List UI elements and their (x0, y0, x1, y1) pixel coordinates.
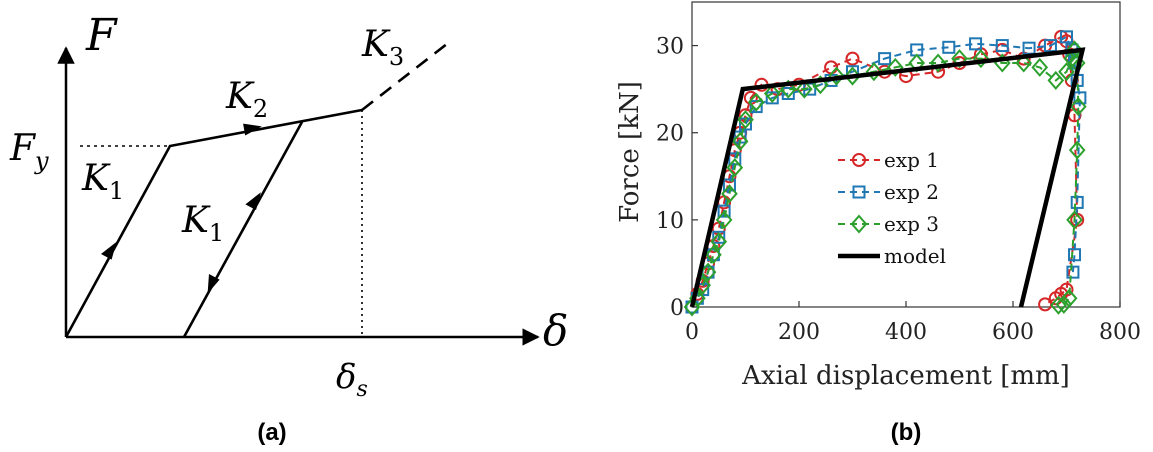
data-point (1068, 140, 1086, 160)
data-point (1047, 70, 1065, 90)
data-point (796, 79, 813, 99)
x-tick-label: 0 (685, 320, 699, 345)
stiffness-label-k2: K2 (225, 76, 268, 123)
legend-entry: model (838, 244, 946, 268)
data-point (942, 40, 956, 54)
arrow-down-unload (207, 274, 220, 294)
data-point (705, 245, 722, 265)
data-point (828, 66, 845, 86)
data-point (969, 37, 983, 51)
y-tick-label: 0 (670, 296, 684, 321)
data-point (706, 248, 720, 262)
arrow-up-k1 (101, 241, 117, 260)
panel-a-diagram: F δ Fy K1 K2 K3 K1 δs (9, 10, 568, 446)
y-tick-label: 30 (656, 35, 684, 60)
delta-s-label: δs (336, 357, 368, 402)
data-point (1068, 248, 1082, 262)
data-point (1055, 294, 1073, 314)
y-tick-label: 10 (656, 209, 684, 234)
panel-b-chart: 0 200 400 600 800 0 10 20 30 exp 1 exp 2 exp 3 mode… (615, 1, 1141, 446)
x-tick-label: 600 (992, 320, 1034, 345)
hardening-curve-dashed (361, 38, 453, 112)
data-point (737, 110, 754, 130)
data-point (1073, 91, 1087, 105)
legend-entry: exp 2 (838, 180, 939, 204)
x-tick-label: 400 (885, 320, 927, 345)
loading-curve (64, 108, 363, 338)
data-point (1043, 39, 1057, 53)
data-point (765, 91, 779, 105)
x-tick-label: 800 (1099, 320, 1141, 345)
stiffness-label-k1-reload: K1 (181, 200, 224, 247)
data-point (1022, 41, 1036, 55)
data-point (721, 184, 738, 204)
series-line (689, 47, 1086, 308)
data-point (731, 131, 749, 151)
data-point (1050, 295, 1067, 315)
data-point (1031, 57, 1049, 77)
stiffness-label-k3: K3 (361, 24, 404, 71)
panel-b-label: (b) (891, 419, 922, 446)
data-point (781, 87, 795, 100)
data-point (699, 262, 717, 282)
legend-entry: exp 1 (838, 148, 939, 172)
data-point (715, 210, 733, 230)
data-point (865, 62, 883, 82)
legend-marker (850, 214, 868, 234)
data-point (878, 52, 892, 66)
data-point (1060, 30, 1073, 44)
data-point (886, 57, 904, 77)
legend-marker (852, 185, 866, 199)
panel-a-x-axis-symbol: δ (543, 306, 568, 355)
panel-a-label: (a) (257, 419, 286, 446)
data-point (845, 51, 860, 66)
data-point (763, 83, 781, 104)
legend-marker (852, 153, 866, 167)
legend-label: model (884, 244, 946, 268)
panel-a-y-axis-symbol: F (85, 10, 118, 61)
data-point (995, 39, 1009, 53)
legend-label: exp 3 (884, 212, 939, 236)
data-point (1069, 97, 1087, 117)
data-point (726, 158, 744, 178)
series-model (689, 47, 1086, 308)
data-point (844, 66, 861, 86)
data-point (1066, 210, 1083, 230)
unload-reload-line (182, 121, 304, 338)
data-point (1066, 265, 1080, 279)
y-tick-label: 20 (656, 122, 684, 147)
x-tick-label: 200 (778, 320, 820, 345)
y-axis-label: Force [kN] (615, 81, 645, 223)
data-point (747, 92, 765, 112)
data-point (712, 230, 726, 244)
data-point (710, 232, 728, 252)
data-point (1058, 62, 1075, 82)
x-axis-label: Axial displacement [mm] (741, 361, 1070, 391)
legend-label: exp 2 (884, 180, 939, 204)
arrow-up-reload (245, 192, 261, 210)
series-exp-3 (683, 40, 1087, 317)
data-point (1070, 195, 1084, 209)
yield-force-label: Fy (9, 128, 49, 175)
legend-label: exp 1 (884, 148, 939, 172)
legend-entry: exp 3 (838, 212, 939, 236)
data-point (701, 265, 715, 279)
arrow-right-k2 (243, 123, 262, 136)
data-point (972, 49, 990, 69)
data-point (951, 49, 968, 69)
data-point (1015, 53, 1033, 73)
data-point (929, 53, 947, 73)
stiffness-label-k1: K1 (81, 158, 124, 205)
